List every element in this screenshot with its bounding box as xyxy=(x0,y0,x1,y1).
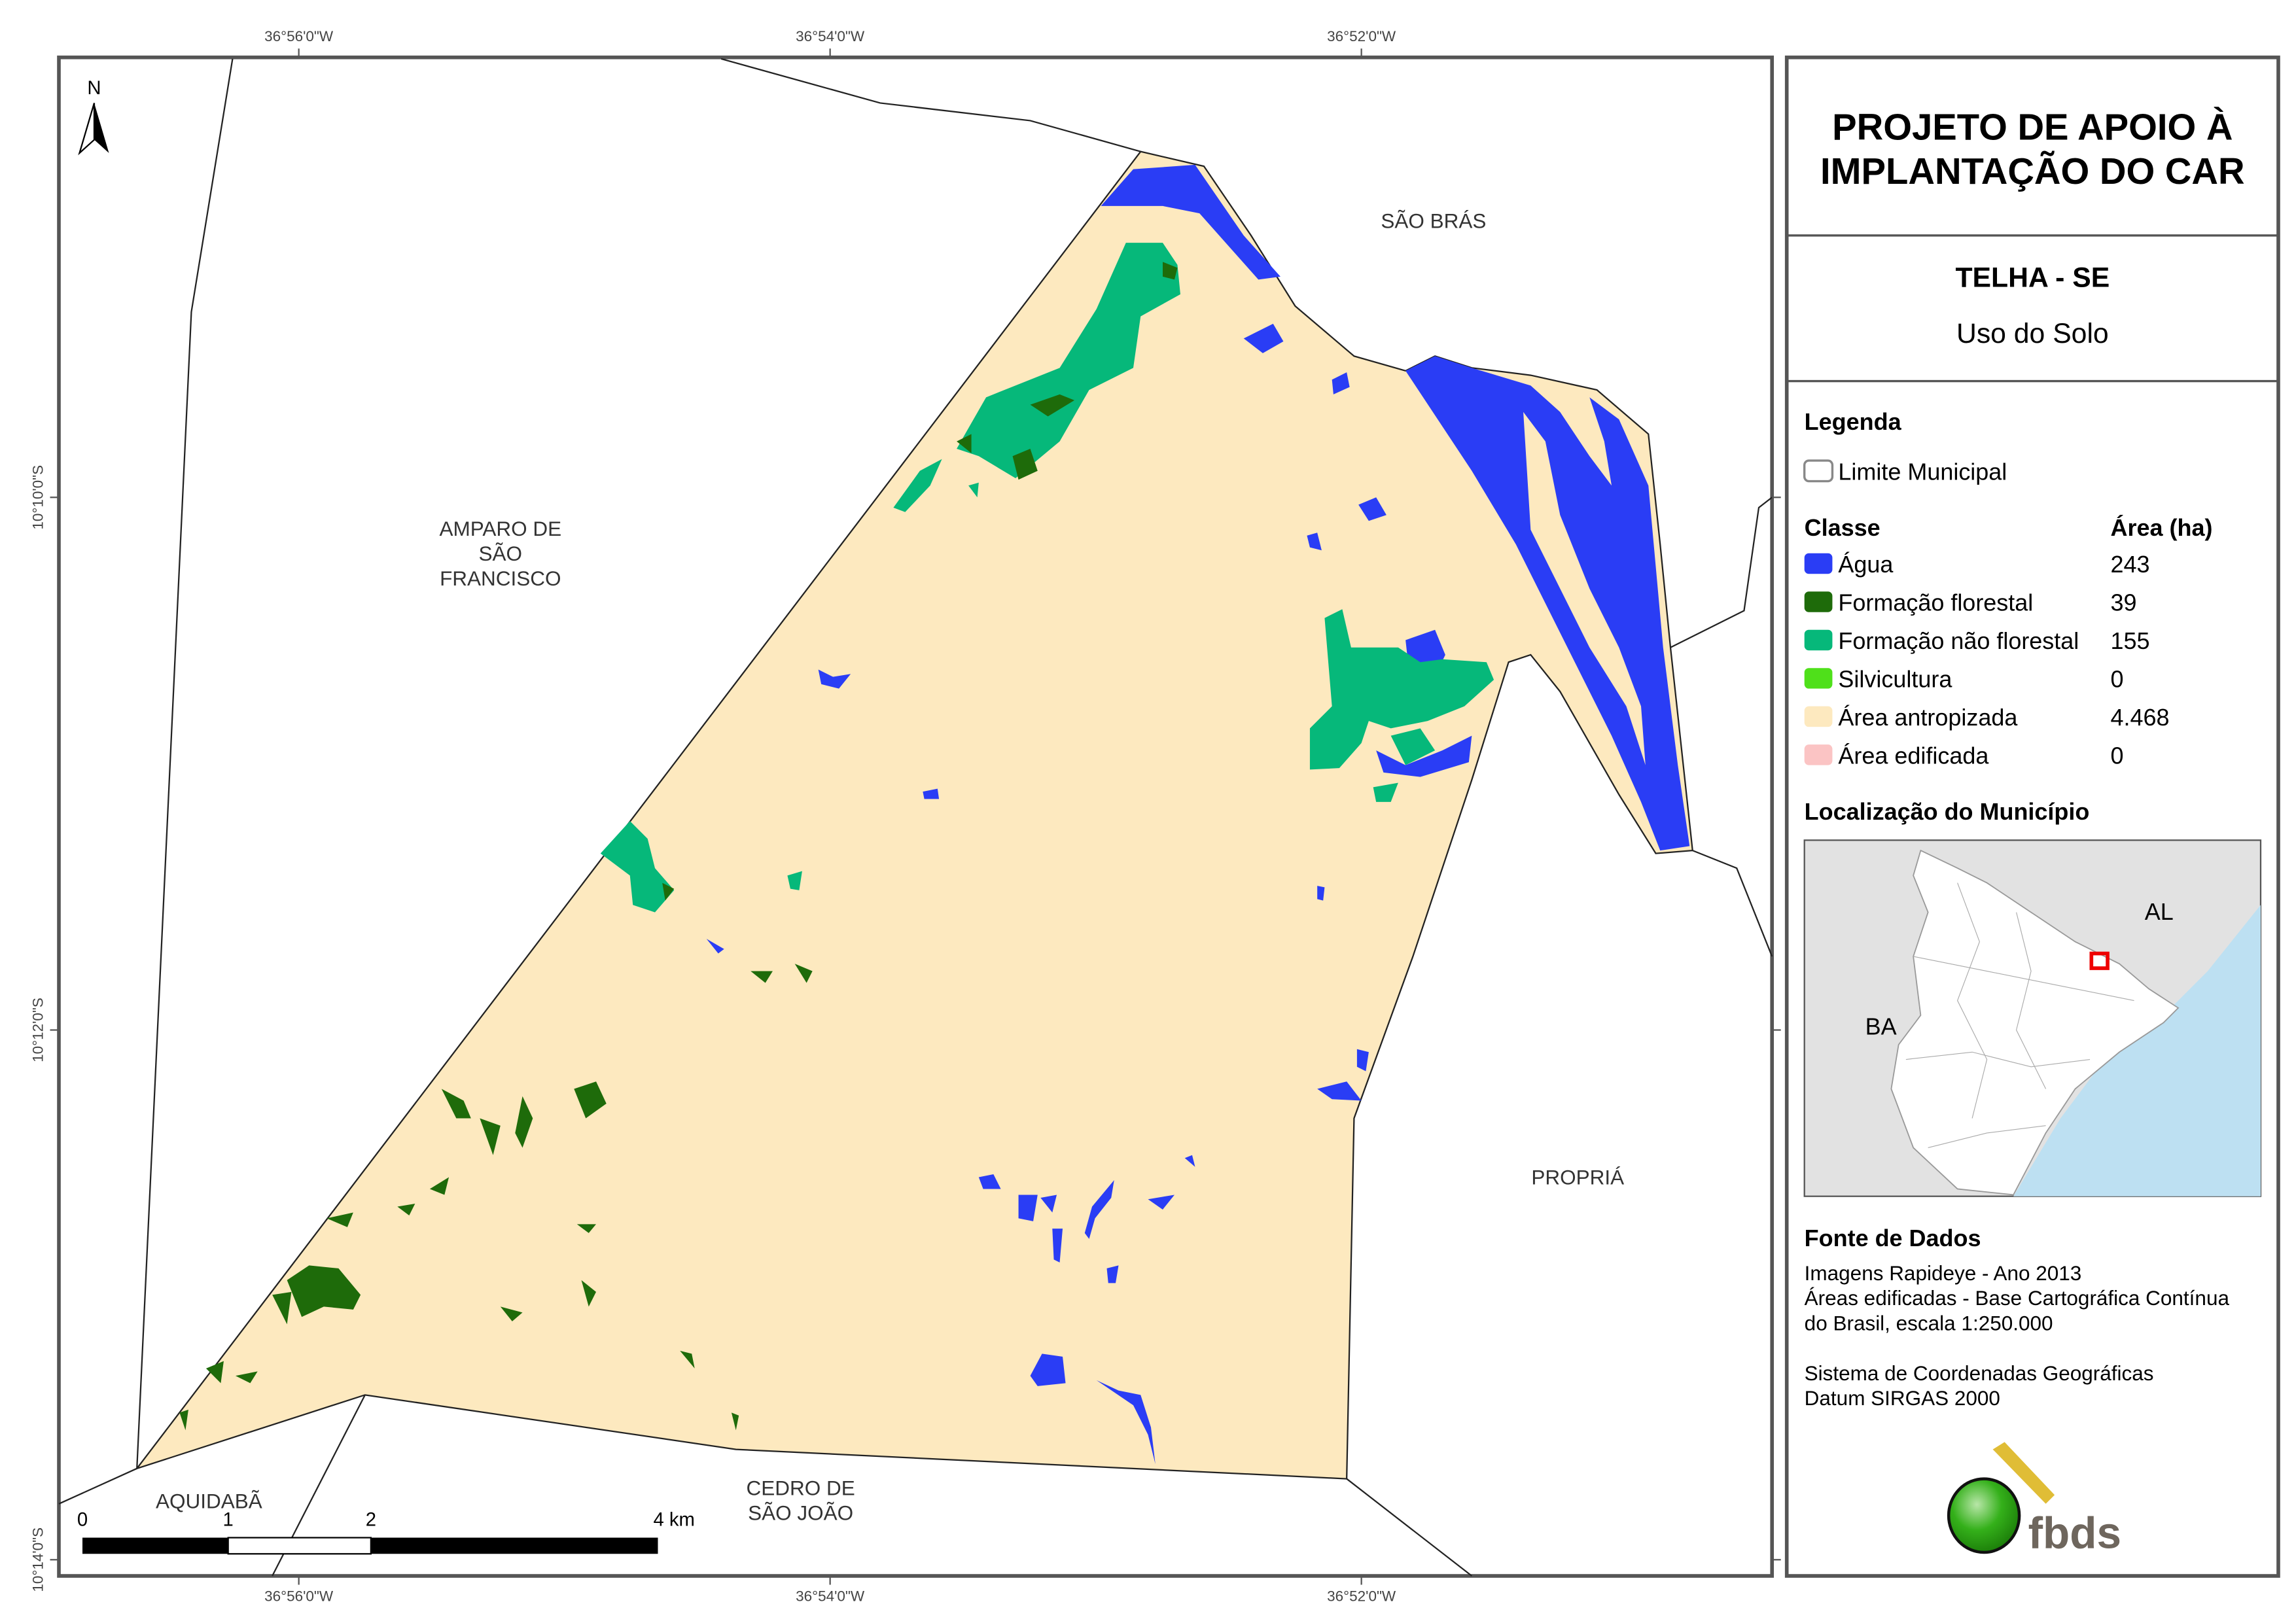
legend-swatch xyxy=(1804,706,1833,727)
boundary-label: Limite Municipal xyxy=(1838,458,2007,485)
legend-swatch xyxy=(1804,591,1833,612)
label-ba: BA xyxy=(1865,1013,1897,1039)
lon-tick-bottom: 36°56'0"W xyxy=(264,1588,334,1604)
legend-class-area: 4.468 xyxy=(2111,704,2170,731)
legend-swatch xyxy=(1804,668,1833,689)
map-theme: Uso do Solo xyxy=(1956,318,2109,349)
label-propria: PROPRIÁ xyxy=(1531,1166,1624,1189)
label-cedro-1: CEDRO DE xyxy=(747,1476,855,1499)
label-amparo-3: FRANCISCO xyxy=(440,567,561,590)
legend-class-area: 155 xyxy=(2111,627,2150,654)
legend-class-label: Formação não florestal xyxy=(1838,627,2079,654)
area-header: Área (ha) xyxy=(2111,514,2213,541)
lat-tick: 10°14'0"S xyxy=(29,1527,46,1592)
north-arrow-icon xyxy=(78,103,96,156)
municipality-name: TELHA - SE xyxy=(1955,262,2110,294)
legend-title: Legenda xyxy=(1805,408,1902,435)
locator-title: Localização do Município xyxy=(1805,798,2090,825)
source-line: Datum SIRGAS 2000 xyxy=(1805,1386,2000,1410)
scale-label-4: 4 km xyxy=(654,1510,695,1531)
legend-swatch xyxy=(1804,629,1833,651)
area-antropizada-polygon xyxy=(135,150,1693,1480)
source-line: do Brasil, escala 1:250.000 xyxy=(1805,1311,2053,1335)
legend-class-label: Área antropizada xyxy=(1838,704,2017,731)
source-line: Áreas edificadas - Base Cartográfica Con… xyxy=(1805,1286,2230,1310)
lon-tick-top: 36°52'0"W xyxy=(1327,28,1396,44)
sources-title: Fonte de Dados xyxy=(1805,1225,1981,1251)
label-sao-bras: SÃO BRÁS xyxy=(1381,209,1486,233)
legend-class-area: 39 xyxy=(2111,589,2137,616)
side-panel: PROJETO DE APOIO À IMPLANTAÇÃO DO CAR TE… xyxy=(1784,55,2280,1578)
source-line: Imagens Rapideye - Ano 2013 xyxy=(1805,1261,2082,1285)
boundary-swatch xyxy=(1803,459,1834,483)
source-line: Sistema de Coordenadas Geográficas xyxy=(1805,1361,2154,1385)
formacao-nao-florestal-features xyxy=(600,243,1494,913)
graticule-labels: 36°56'0"W 36°54'0"W 36°52'0"W 36°56'0"W … xyxy=(29,28,1781,1604)
label-cedro-2: SÃO JOÃO xyxy=(748,1501,853,1525)
lat-tick: 10°12'0"S xyxy=(29,998,46,1062)
label-aquidaba: AQUIDABÃ xyxy=(156,1490,262,1513)
legend-class-area: 0 xyxy=(2111,742,2124,769)
lon-tick-bottom: 36°54'0"W xyxy=(796,1588,865,1604)
legend-class-label: Formação florestal xyxy=(1838,589,2033,616)
label-amparo-1: AMPARO DE xyxy=(439,517,561,540)
municipality-location-marker xyxy=(2089,951,2110,970)
legend-class-area: 0 xyxy=(2111,665,2124,692)
lon-tick-bottom: 36°52'0"W xyxy=(1327,1588,1396,1604)
class-header: Classe xyxy=(1805,514,1881,541)
legend-class-label: Água xyxy=(1838,551,1893,578)
lon-tick-top: 36°54'0"W xyxy=(796,28,865,44)
scale-bar: 0 1 2 4 km xyxy=(77,1510,695,1555)
municipal-boundaries xyxy=(58,58,1773,1577)
sergipe-state xyxy=(1890,849,2180,1196)
logo-text: fbds xyxy=(2028,1509,2121,1558)
scale-label-1: 1 xyxy=(223,1510,234,1531)
scale-label-2: 2 xyxy=(366,1510,376,1531)
label-al: AL xyxy=(2145,898,2174,925)
lon-tick-top: 36°56'0"W xyxy=(264,28,334,44)
north-label: N xyxy=(87,78,101,99)
agua-features xyxy=(706,164,1690,1465)
legend-rows: Água 243 Formação florestal 39 Formação não … xyxy=(1804,551,2170,769)
legend-swatch xyxy=(1804,553,1833,574)
legend-class-label: Área edificada xyxy=(1838,742,1988,769)
title-line-1: PROJETO DE APOIO À xyxy=(1832,107,2233,148)
legend-class-area: 243 xyxy=(2111,551,2150,578)
legend-class-label: Silvicultura xyxy=(1838,665,1952,692)
scale-label-0: 0 xyxy=(77,1510,88,1531)
label-amparo-2: SÃO xyxy=(479,542,523,565)
map-frame: N SÃO BRÁS AMPARO DE SÃO FRANCISCO PROPR… xyxy=(57,55,1775,1578)
title-line-2: IMPLANTAÇÃO DO CAR xyxy=(1820,150,2245,192)
fbds-logo: fbds xyxy=(1947,1442,2121,1558)
north-arrow: N xyxy=(78,78,109,156)
locator-map: AL BA xyxy=(1803,839,2262,1197)
lat-tick: 10°10'0"S xyxy=(29,465,46,530)
legend-swatch xyxy=(1804,744,1833,765)
